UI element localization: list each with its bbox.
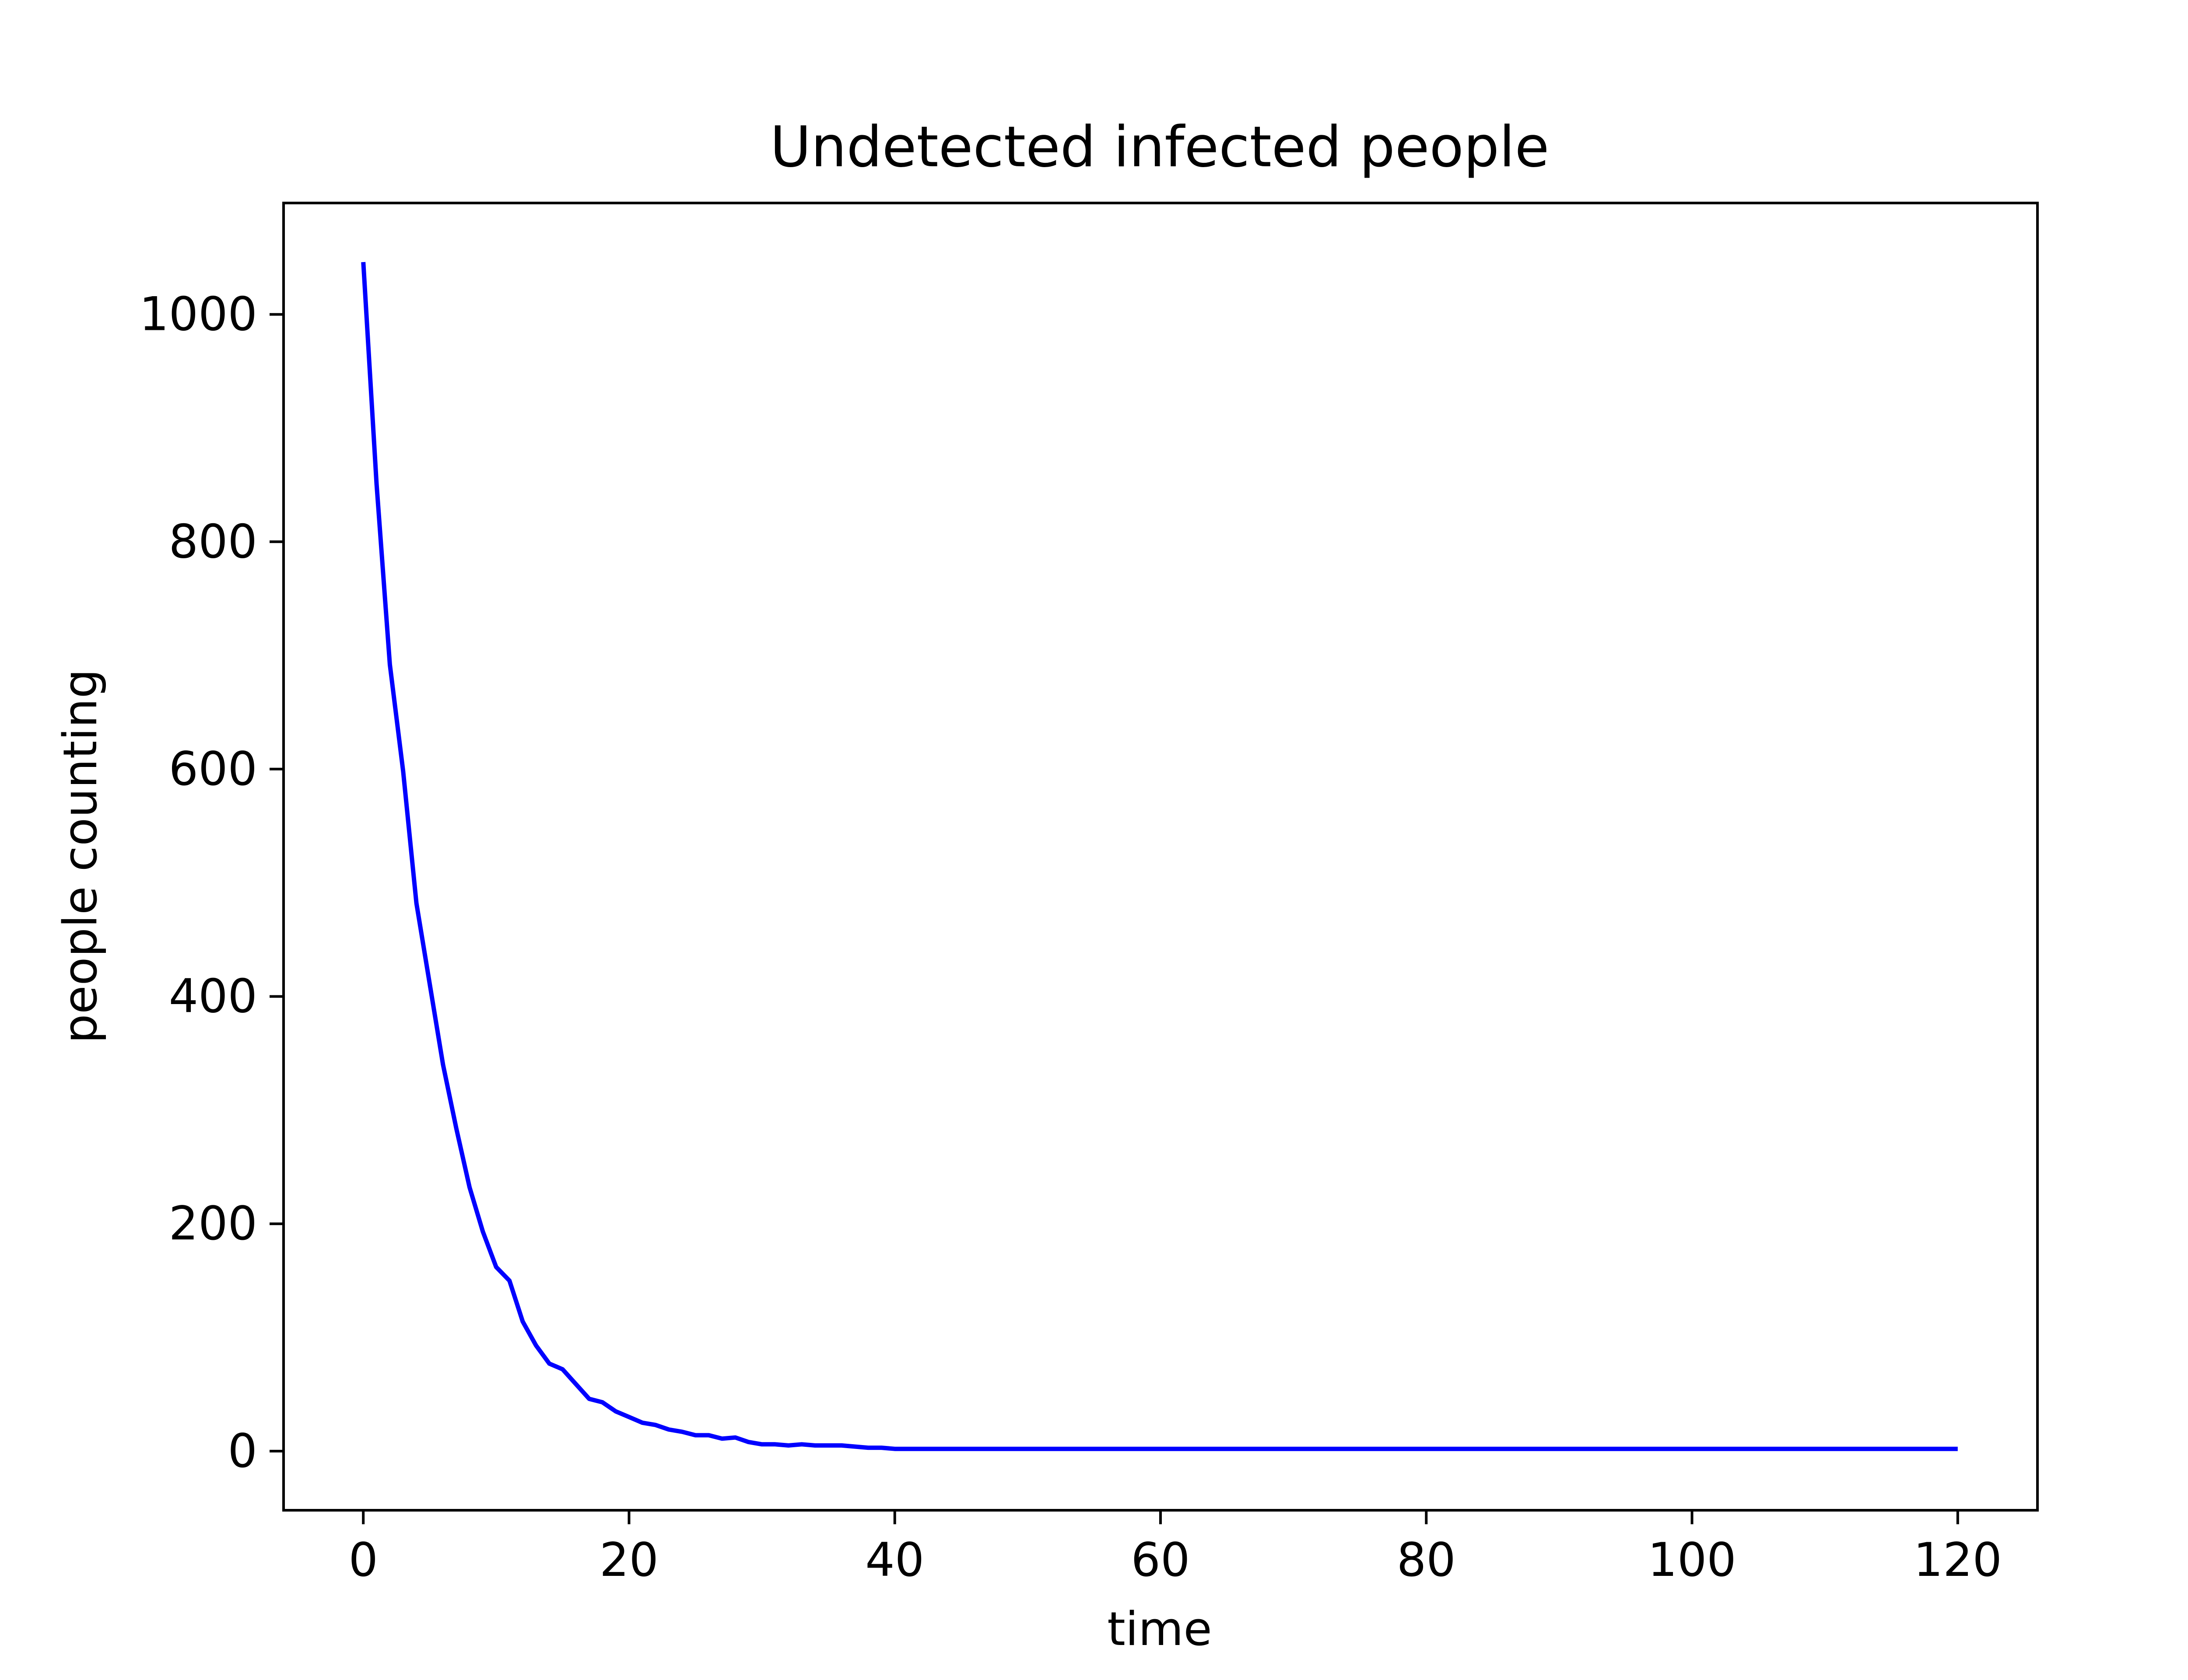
y-tick-label: 200 bbox=[169, 1197, 257, 1250]
x-tick-label: 120 bbox=[1914, 1533, 2002, 1587]
y-tick-label: 600 bbox=[169, 742, 257, 796]
x-tick-label: 0 bbox=[348, 1533, 378, 1587]
y-tick-label: 0 bbox=[228, 1424, 257, 1478]
y-tick-label: 1000 bbox=[139, 287, 257, 341]
series-layer bbox=[361, 262, 1958, 1451]
y-axis-label: people counting bbox=[53, 669, 107, 1043]
x-axis: 0 20 40 60 80 100 120 bbox=[348, 1510, 2002, 1587]
x-tick-label: 100 bbox=[1648, 1533, 1736, 1587]
chart-title: Undetected infected people bbox=[770, 115, 1550, 180]
x-axis-label: time bbox=[1107, 1602, 1212, 1656]
series-line-1 bbox=[361, 262, 1958, 1451]
y-axis: 0 200 400 600 800 1000 bbox=[139, 287, 284, 1478]
plot-area: 0 20 40 60 80 100 120 0 200 400 600 800 1000 bbox=[139, 202, 2039, 1587]
y-tick-label: 800 bbox=[169, 514, 257, 568]
y-tick-label: 400 bbox=[169, 970, 257, 1023]
x-tick-label: 60 bbox=[1131, 1533, 1190, 1587]
x-tick-label: 40 bbox=[865, 1533, 924, 1587]
x-tick-label: 20 bbox=[600, 1533, 659, 1587]
x-tick-label: 80 bbox=[1397, 1533, 1456, 1587]
